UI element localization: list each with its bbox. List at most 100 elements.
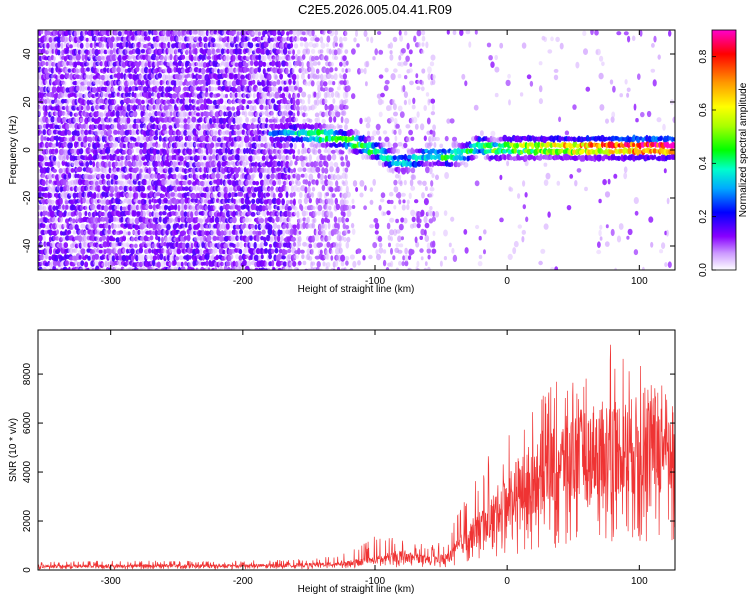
spectrogram-cell	[263, 241, 268, 247]
spectrogram-cell	[201, 67, 206, 75]
spectrogram-cell	[338, 124, 343, 129]
spectrogram-cell	[292, 198, 296, 206]
spectrogram-cell	[243, 154, 248, 162]
spectrogram-cell	[109, 41, 114, 49]
spectrogram-cell	[124, 159, 128, 167]
spectrogram-cell	[77, 166, 83, 173]
spectrogram-cell	[38, 155, 45, 162]
spectrogram-cell	[43, 217, 49, 224]
spectrogram-cell	[74, 173, 78, 179]
spectrogram-cell	[71, 122, 75, 130]
spectrogram-cell	[164, 130, 169, 135]
spectrogram-cell	[278, 178, 282, 186]
spectrogram-cell	[69, 247, 74, 255]
spectrogram-cell	[247, 123, 252, 130]
spectrogram-cell	[158, 205, 162, 210]
spectrogram-cell	[120, 160, 124, 167]
spectrogram-cell	[287, 248, 292, 254]
spectrogram-cell	[326, 262, 331, 268]
spectrogram-cell	[49, 210, 55, 218]
spectrogram-cell	[340, 116, 344, 124]
spectrogram-cell	[272, 192, 276, 199]
spectrogram-cell	[183, 118, 188, 124]
spectrogram-cell	[257, 230, 262, 236]
spectrogram-cell	[48, 247, 53, 255]
spectrogram-cell	[253, 241, 257, 249]
spectrogram-cell	[295, 37, 300, 42]
spectrogram-cell	[176, 248, 182, 255]
spectrogram-cell	[53, 86, 57, 93]
spectrogram-cell	[311, 186, 316, 192]
spectrogram-cell	[58, 215, 64, 223]
spectrogram-cell	[276, 224, 281, 229]
spectrogram-cell	[319, 124, 323, 131]
spectrogram-cell	[282, 229, 286, 237]
spectrogram-cell	[312, 217, 317, 223]
spectrogram-cell	[93, 260, 99, 266]
spectrogram-cell	[292, 154, 296, 160]
spectrogram-cell	[64, 128, 68, 136]
spectrogram-cell	[270, 186, 274, 191]
spectrogram-cell	[291, 55, 296, 60]
spectrogram-cell	[83, 142, 89, 147]
spectrogram-cell	[311, 222, 316, 229]
spectrogram-cell	[79, 117, 85, 123]
spectrogram-cell	[321, 118, 326, 124]
spectrogram-cell	[228, 80, 232, 87]
spectrogram-cell	[331, 153, 337, 161]
spectrogram-cell	[326, 35, 331, 43]
spectrogram-cell	[266, 167, 272, 175]
spectrogram-cell	[149, 49, 155, 54]
spectrogram-cell	[236, 242, 240, 248]
spectrogram-cell	[43, 230, 49, 235]
spectrogram-cell	[174, 192, 178, 198]
spectrogram-cell	[339, 185, 343, 192]
spectrogram-cell	[210, 193, 216, 199]
spectrogram-cell	[67, 166, 71, 173]
spectrogram-cell	[311, 261, 316, 266]
spectrogram-cell	[251, 117, 257, 123]
spectrogram-cell	[82, 197, 86, 204]
spectrogram-cell	[238, 255, 243, 261]
spectrogram-cell	[274, 117, 279, 124]
spectrogram-cell	[300, 205, 304, 212]
spectrogram-cell	[308, 256, 313, 261]
spectrogram-cell	[296, 187, 301, 193]
spectrogram-cell	[190, 267, 195, 270]
spectrogram-cell	[251, 198, 256, 204]
spectrogram-cell	[219, 110, 224, 117]
spectrogram-cell	[239, 229, 244, 235]
spectrogram-cell	[340, 150, 345, 155]
spectrogram-cell	[302, 260, 307, 266]
spectrogram-cell	[38, 110, 41, 116]
spectrogram-cell	[260, 254, 264, 260]
spectrogram-cell	[177, 36, 182, 41]
spectrogram-cell	[146, 143, 150, 149]
spectrogram-cell	[285, 191, 289, 199]
spectrogram-cell	[159, 193, 166, 198]
spectrogram-cell	[330, 91, 335, 98]
spectrogram-cell	[280, 67, 285, 73]
spectrogram-cell	[257, 31, 261, 36]
spectrogram-cell	[272, 30, 277, 37]
spectrogram-cell	[92, 161, 96, 168]
spectrogram-cell	[177, 204, 181, 212]
spectrogram-cell	[175, 178, 179, 185]
spectrogram-cell	[296, 268, 299, 270]
spectrogram-cell	[149, 235, 154, 241]
spectrogram-cell	[291, 149, 296, 155]
spectrogram-cell	[312, 149, 318, 155]
spectrogram-cell	[325, 161, 329, 168]
spectrogram-cell	[86, 61, 90, 67]
spectrogram-cell	[302, 37, 308, 42]
spectrogram-cell	[297, 247, 301, 255]
spectrogram-cell	[225, 223, 230, 230]
spectrogram-cell	[291, 236, 296, 242]
spectrogram-cell	[42, 48, 46, 54]
spectrogram-cell	[166, 224, 171, 231]
spectrogram-cell	[244, 111, 248, 118]
spectrogram-cell	[39, 123, 45, 130]
spectrogram-cell	[139, 148, 143, 155]
spectrogram-cell	[333, 105, 339, 112]
